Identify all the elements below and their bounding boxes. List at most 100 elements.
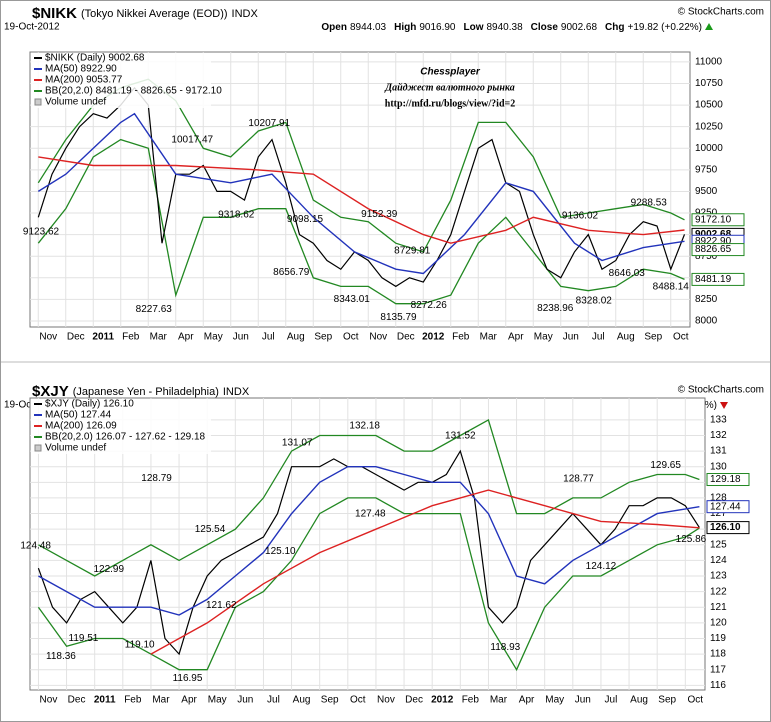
price-annotation: 122.99	[93, 564, 124, 575]
price-box	[691, 272, 745, 286]
y-tick-label: 10500	[695, 100, 723, 111]
y-tick-label: 10000	[695, 143, 723, 154]
legend-label: MA(200) 9053.77	[45, 75, 123, 86]
x-tick-label: Jul	[605, 695, 618, 706]
legend-label: $NIKK (Daily) 9002.68	[45, 53, 145, 64]
price-annotation: 9098.15	[287, 214, 324, 225]
price-box	[706, 521, 750, 535]
price-annotation: 131.52	[445, 431, 476, 442]
stat-name: Close	[531, 22, 559, 33]
legend-label: BB(20,2.0) 126.07 - 127.62 - 129.18	[45, 432, 206, 443]
y-tick-label: 8250	[695, 294, 718, 305]
price-box-label: 127.44	[710, 501, 741, 512]
legend-bg	[31, 399, 211, 410]
price-annotation: 125.54	[195, 524, 226, 535]
change-arrow	[705, 23, 713, 30]
y-tick-label: 8000	[695, 316, 718, 327]
price-annotation: 131.07	[282, 438, 313, 449]
y-tick-label: 8750	[695, 251, 718, 262]
legend-label: MA(50) 127.44	[45, 410, 112, 421]
y-tick-label: 9500	[695, 186, 718, 197]
price-box	[691, 243, 745, 257]
x-tick-label: Nov	[39, 332, 57, 343]
y-tick-label: 10750	[695, 78, 723, 89]
y-tick-label: 121	[710, 602, 727, 613]
price-annotation: 9152.39	[361, 209, 398, 220]
exchange: INDX	[223, 386, 250, 398]
stat-name: Low	[464, 22, 484, 33]
price-annotation: 121.62	[206, 600, 237, 611]
legend-label: MA(50) 8922.90	[45, 64, 117, 75]
x-tick-label: Dec	[397, 332, 415, 343]
y-tick-label: 133	[710, 415, 727, 426]
price-annotation: 119.10	[125, 640, 155, 651]
price-box-label: 8922.90	[695, 236, 732, 247]
x-tick-label: Aug	[617, 332, 635, 343]
x-tick-label: Oct	[343, 332, 359, 343]
x-tick-label: Jun	[563, 332, 579, 343]
stat-value: 8944.03	[350, 22, 387, 33]
x-tick-label: May	[545, 695, 564, 706]
price-annotation: 8646.03	[609, 268, 646, 279]
legend-bg	[31, 64, 211, 75]
source: © StockCharts.com	[678, 385, 764, 396]
y-tick-label: 125	[710, 539, 727, 550]
legend-swatch	[34, 444, 42, 452]
x-tick-label: Sep	[658, 695, 676, 706]
chart-subtitle: (Tokyo Nikkei Average (EOD))	[81, 8, 228, 20]
legend-label: BB(20,2.0) 8481.19 - 8826.65 - 9172.10	[45, 86, 222, 97]
price-annotation: 10207.91	[248, 118, 290, 129]
date: 19-Oct-2012	[4, 22, 60, 33]
price-annotation: 118.36	[46, 651, 76, 662]
price-annotation: 8238.96	[537, 303, 574, 314]
legend-swatch	[34, 98, 42, 106]
price-box-label: 8481.19	[695, 274, 732, 285]
x-tick-label: Mar	[152, 695, 170, 706]
y-tick-label: 119	[710, 633, 726, 644]
price-annotation: 128.79	[141, 473, 172, 484]
x-tick-label: Dec	[405, 695, 423, 706]
x-tick-label: Sep	[314, 332, 332, 343]
stat-value: 9002.68	[561, 22, 598, 33]
legend-label: Volume undef	[45, 443, 106, 454]
y-tick-label: 116	[710, 680, 726, 691]
y-tick-label: 122	[710, 586, 727, 597]
series-line	[38, 418, 700, 577]
price-annotation: 8488.14	[653, 281, 690, 292]
price-annotation: 118.93	[490, 642, 520, 653]
price-annotation: 8729.81	[394, 246, 431, 257]
x-tick-label: May	[208, 695, 227, 706]
price-annotation: 132.18	[349, 420, 380, 431]
price-annotation: 125.86	[676, 534, 707, 545]
stat-value: +19.82 (+0.22%)	[628, 22, 703, 33]
series-line	[37, 449, 700, 656]
chart-heading: $NIKK (Tokyo Nikkei Average (EOD)) INDX	[32, 5, 258, 22]
x-tick-label: Mar	[150, 332, 168, 343]
change-arrow	[720, 402, 728, 409]
price-box-label: 129.18	[710, 474, 741, 485]
y-tick-label: 130	[710, 461, 727, 472]
legend-bg	[31, 443, 211, 454]
watermark: Дайджест валютного рынка	[384, 82, 514, 93]
x-tick-label: 2011	[94, 695, 116, 706]
y-tick-label: 123	[710, 571, 727, 582]
legend-bg	[31, 53, 211, 64]
y-tick-label: 131	[710, 446, 727, 457]
legend-label: Volume undef	[45, 97, 106, 108]
x-tick-label: Feb	[122, 332, 140, 343]
price-annotation: 127.48	[355, 509, 386, 520]
price-box	[706, 500, 750, 514]
price-annotation: 8227.63	[136, 304, 173, 315]
price-box	[706, 473, 750, 487]
price-annotation: 8343.01	[334, 294, 371, 305]
price-annotation: 9318.62	[218, 210, 255, 221]
x-tick-label: Feb	[124, 695, 142, 706]
price-annotation: 8272.26	[411, 300, 448, 311]
x-tick-label: May	[204, 332, 223, 343]
price-annotation: 124.12	[586, 561, 617, 572]
legend-bg	[31, 432, 211, 443]
chart-heading: $XJY (Japanese Yen - Philadelphia) INDX	[32, 383, 250, 400]
price-annotation: 9288.53	[631, 197, 668, 208]
legend-bg	[31, 421, 211, 432]
x-tick-label: Oct	[673, 332, 689, 343]
